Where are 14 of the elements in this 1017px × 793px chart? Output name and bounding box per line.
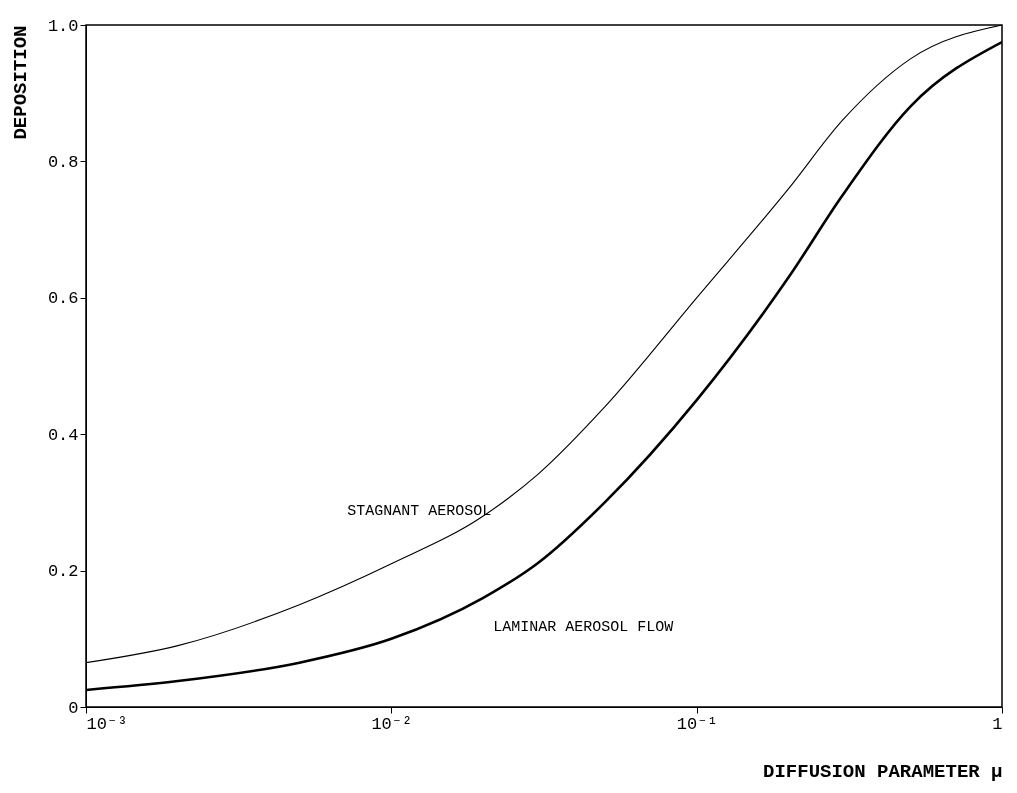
y-tick-label: 0.2 [47,562,79,582]
y-tick-label: 0.4 [47,425,79,445]
y-tick-label: 1.0 [47,16,79,36]
x-tick-label: 10⁻³ [86,714,128,734]
series-label: LAMINAR AEROSOL FLOW [493,618,674,636]
x-tick-label: 10⁻² [371,714,413,734]
y-tick-label: 0 [68,698,79,718]
x-tick-label: 10⁻¹ [676,714,718,734]
y-tick-label: 0.6 [47,289,79,309]
x-tick-label: 1 [992,714,1003,734]
series-label: STAGNANT AEROSOL [347,503,492,521]
y-tick-label: 0.8 [47,152,79,172]
x-axis-title: DIFFUSION PARAMETER μ [763,760,1003,783]
y-axis-title: DEPOSITION [9,25,32,140]
